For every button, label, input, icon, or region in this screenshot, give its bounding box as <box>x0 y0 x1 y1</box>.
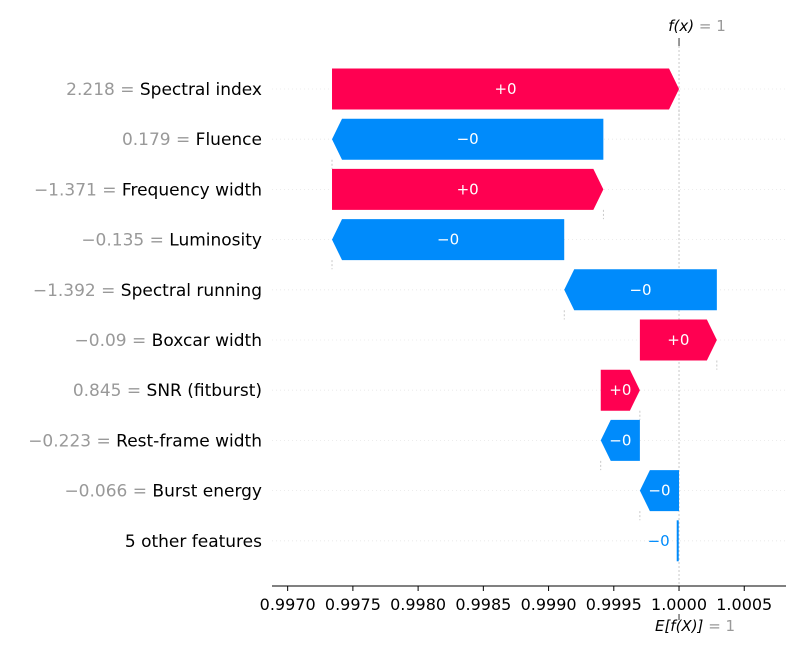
feature-name: Spectral running <box>121 281 262 301</box>
feature-bar <box>332 68 680 110</box>
bar-value-label: +0 <box>494 80 516 98</box>
x-tick-label: 0.9985 <box>455 595 511 614</box>
x-axis: 0.9970 0.9975 0.9980 0.9985 0.9990 0.9995 1.00… <box>260 585 786 614</box>
feature-value: 0.179 = <box>122 130 196 150</box>
bar-value-label: +0 <box>609 381 631 399</box>
feature-bar <box>600 419 640 461</box>
bar-value-label: −0 <box>437 231 459 249</box>
feature-label: 5 other features <box>125 532 262 552</box>
bar-value-label: −0 <box>609 431 631 449</box>
feature-label: −0.223 = Rest-frame width <box>28 431 262 451</box>
feature-value: 2.218 = <box>66 80 140 100</box>
efx-name: E[f(X)] <box>655 617 704 635</box>
efx-label: E[f(X)] = 1 <box>655 617 735 635</box>
x-tick-label: 1.0005 <box>716 595 772 614</box>
bar-value-label: +0 <box>667 331 689 349</box>
feature-bar <box>676 520 679 562</box>
x-tick-label: 0.9975 <box>325 595 381 614</box>
feature-value: −0.09 = <box>75 331 152 351</box>
feature-bar <box>639 319 717 361</box>
x-tick-label: 0.9980 <box>390 595 446 614</box>
feature-value: −0.223 = <box>28 431 116 451</box>
feature-value: −0.066 = <box>64 482 152 502</box>
feature-value: −1.392 = <box>33 281 121 301</box>
feature-name: SNR (fitburst) <box>147 381 262 401</box>
feature-label: 0.179 = Fluence <box>122 130 262 150</box>
connector-lines <box>331 109 718 521</box>
bar-value-label: −0 <box>648 532 670 550</box>
feature-bar <box>332 219 565 261</box>
feature-name: Burst energy <box>152 482 262 502</box>
x-tick-label: 0.9970 <box>260 595 316 614</box>
feature-labels: +0 2.218 = Spectral index −0 0.179 = Fluenc… <box>28 80 689 552</box>
feature-bar <box>639 470 680 512</box>
feature-name: Rest-frame width <box>116 431 262 451</box>
feature-label: −1.371 = Frequency width <box>34 180 262 200</box>
feature-label: 0.845 = SNR (fitburst) <box>73 381 262 401</box>
feature-label: −0.09 = Boxcar width <box>75 331 262 351</box>
feature-value: −1.371 = <box>34 180 122 200</box>
feature-label: −0.066 = Burst energy <box>64 482 262 502</box>
feature-name: Frequency width <box>122 180 262 200</box>
feature-label: −1.392 = Spectral running <box>33 281 262 301</box>
feature-bars <box>332 68 717 562</box>
feature-label: −0.135 = Luminosity <box>81 231 262 251</box>
bar-value-label: −0 <box>629 281 651 299</box>
feature-name: Spectral index <box>140 80 262 100</box>
feature-name: Fluence <box>196 130 262 150</box>
feature-value: −0.135 = <box>81 231 169 251</box>
feature-bar <box>600 369 640 411</box>
fx-value: = 1 <box>694 17 726 35</box>
feature-bar <box>332 118 604 160</box>
fx-label: f(x) = 1 <box>668 17 726 35</box>
feature-label: 2.218 = Spectral index <box>66 80 262 100</box>
bar-value-label: −0 <box>457 130 479 148</box>
bar-value-label: −0 <box>648 482 670 500</box>
x-tick-label: 1.0000 <box>651 595 707 614</box>
bar-value-label: +0 <box>457 180 479 198</box>
feature-value: 0.845 = <box>73 381 147 401</box>
efx-value: = 1 <box>703 617 735 635</box>
feature-bar <box>564 269 717 311</box>
x-tick-label: 0.9990 <box>521 595 577 614</box>
feature-name: Luminosity <box>169 231 262 251</box>
x-tick-label: 0.9995 <box>586 595 642 614</box>
feature-name: Boxcar width <box>152 331 262 351</box>
feature-bar <box>332 168 604 210</box>
fx-name: f(x) <box>668 17 694 35</box>
feature-name: 5 other features <box>125 532 262 552</box>
